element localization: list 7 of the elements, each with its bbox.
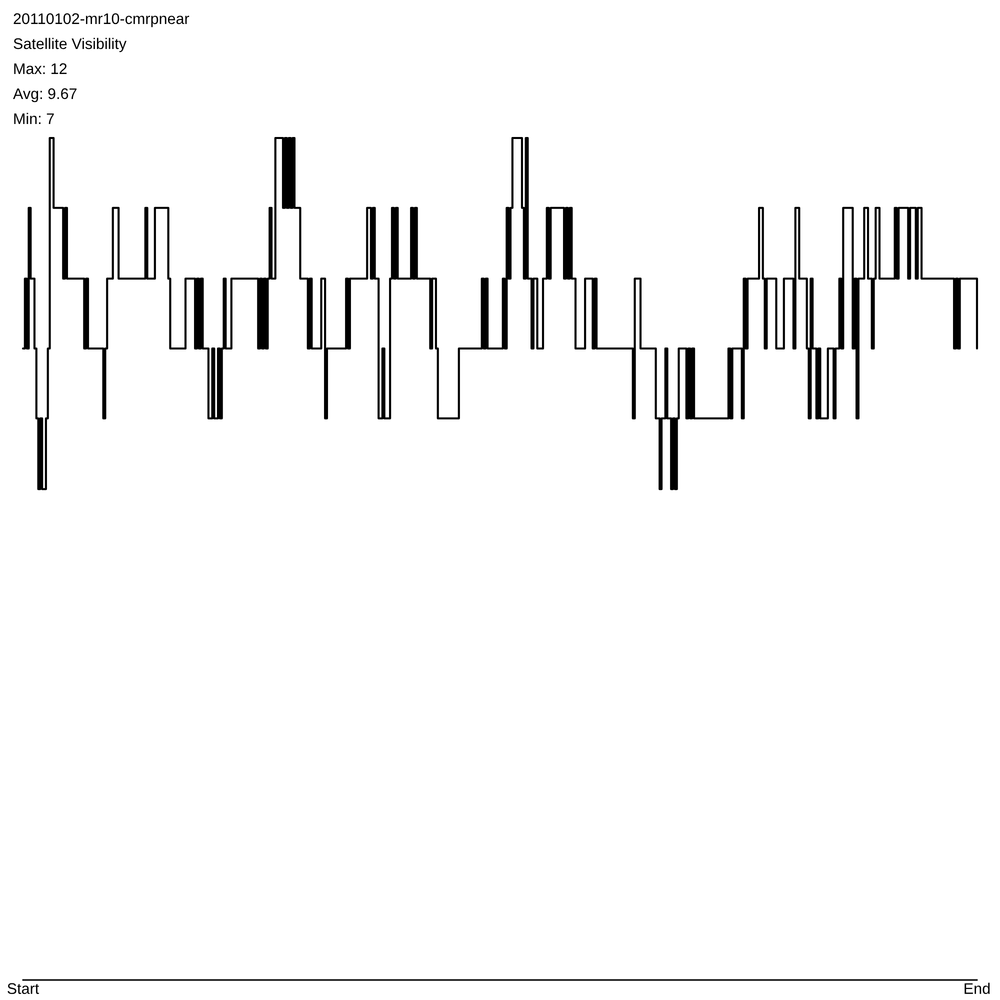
- text: Max: 12: [14, 63, 67, 74]
- chart-subtitle: Satellite Visibility: [14, 38, 126, 52]
- text: Avg: 9.67: [13, 88, 77, 102]
- text: Min: 7: [14, 112, 54, 124]
- x-tick-label: Start: [8, 983, 40, 994]
- chart-title: 20110102-mr10-cmrpnear: [14, 13, 190, 28]
- x-tick-label: End: [964, 982, 990, 994]
